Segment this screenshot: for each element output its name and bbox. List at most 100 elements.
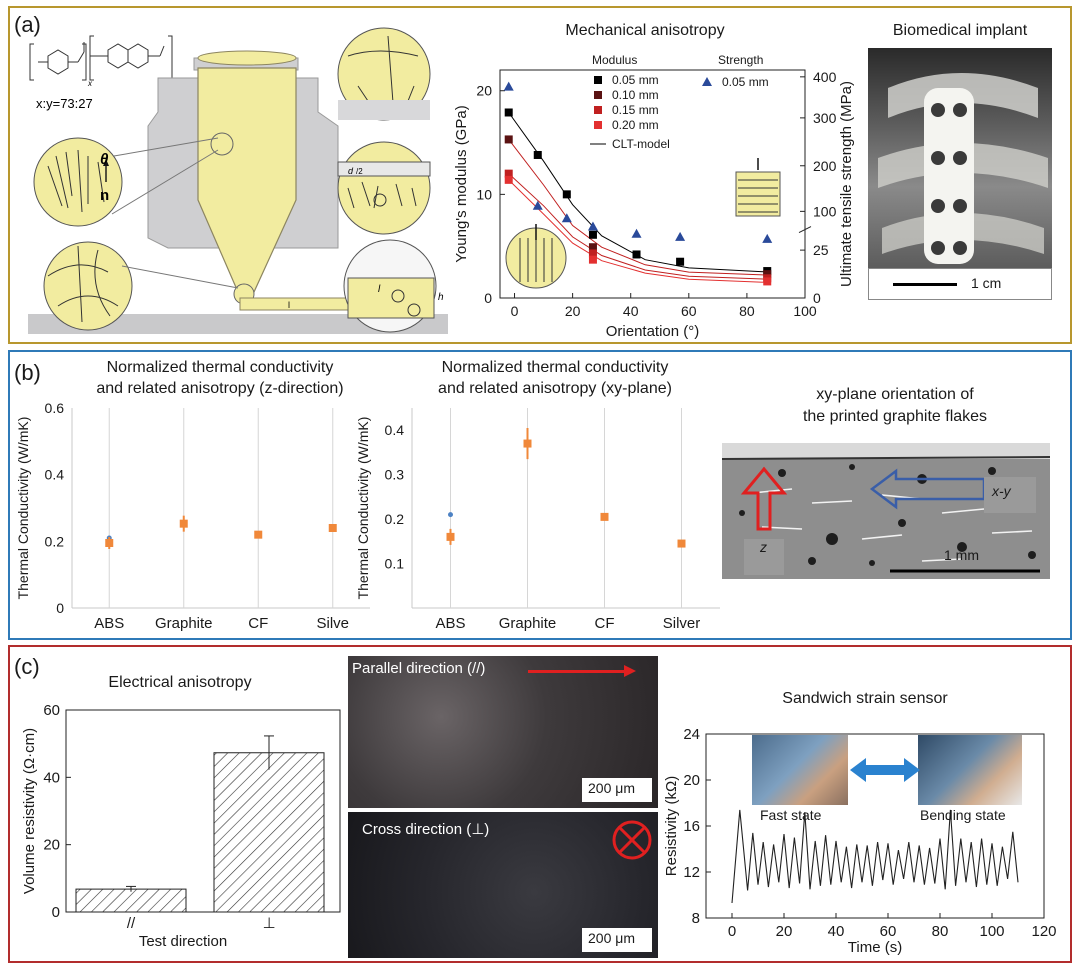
implant-scale-bar: 1 cm [971,275,1002,291]
mech-modulus-point [588,243,597,252]
implant-photo [868,48,1052,300]
formula-sub-x: x [87,79,93,88]
mech-modulus-point [632,250,641,259]
mech-x-tick-label: 60 [681,303,697,319]
thermal-xy-title-line2: and related anisotropy (xy-plane) [438,380,672,397]
thermal-z-y-axis-label: Thermal Conductivity (W/mK) [15,417,31,600]
svg-text:l: l [288,300,290,310]
fast-state-label: Fast state [760,807,822,823]
panel-c-label: (c) [14,654,40,679]
sensor-x-tick-label: 40 [828,923,845,940]
thermal-z-point [328,524,337,532]
thermal-xy-y-tick-label: 0.4 [385,422,405,438]
elec-bar [75,888,187,913]
thermal-z-point [105,539,114,547]
panel-b-label: (b) [14,360,41,385]
z-arrow-label: z [760,539,767,555]
mech-y2-tick-label: 25 [813,242,829,258]
cross-direction-label: Cross direction (⊥) [362,821,490,838]
sensor-x-tick-label: 0 [728,923,736,940]
thermal-z-y-tick-label: 0 [56,600,64,616]
mech-modulus-point [504,135,513,144]
mech-x-tick-label: 40 [623,303,639,319]
mech-inset-horizontal [735,171,781,217]
thermal-z-category-label: ABS [94,615,124,632]
mech-modulus-point [504,108,513,117]
graphite-image-title-line1: xy-plane orientation of [816,386,974,403]
thermal-xy-point [523,439,532,448]
nozzle-barrel [197,67,297,293]
mech-x-tick-label: 100 [793,303,817,319]
thermal-xy-category-label: ABS [435,615,465,632]
thermal-z-chart: 0 0.2 0.4 0.6 ABS Graphite CF Silve Thermal Cond… [15,400,370,632]
thermal-xy-secondary-point [448,512,453,518]
thermal-xy-category-label: Graphite [499,615,557,632]
scale-bar-line [893,283,957,286]
thermal-xy-point [446,532,455,541]
thermal-z-y-tick-label: 0.4 [45,467,65,483]
mech-model-curve [508,112,771,273]
thermal-z-category-label: Silve [316,615,349,632]
parallel-arrow-head [624,665,636,677]
chemical-structure [29,35,173,81]
parallel-direction-photo: Parallel direction (//) 200 μm [348,656,658,808]
sensor-y-tick-label: 20 [683,772,700,789]
thermal-xy-chart: 0.1 0.2 0.3 0.4 ABS Graphite CF Silver Thermal C… [355,408,720,632]
mech-legend-label: 0.10 mm [612,88,659,102]
cross-direction-photo: Cross direction (⊥) 200 μm [348,812,658,958]
mech-legend-strength-marker [702,77,712,86]
extruded-filament [239,297,361,311]
implant-title: Biomedical implant [892,22,1028,39]
mech-modulus-point [504,175,513,184]
parallel-scale-box: 200 μm [582,778,652,802]
mech-model-curve [508,173,771,280]
mech-strength-point [532,200,543,210]
sensor-y-tick-label: 16 [683,818,700,835]
mech-y-tick-label: 0 [484,290,492,306]
inset-label-half: /2 [356,167,363,176]
thermal-xy-title: Normalized thermal conductivity and rela… [405,357,705,399]
sensor-chart-title: Sandwich strain sensor [782,690,948,707]
elec-y-tick-label: 20 [43,837,60,854]
zoom-circle-5 [343,239,437,333]
thermal-xy-y-axis-label: Thermal Conductivity (W/mK) [355,417,371,600]
mech-modulus-point [763,270,772,279]
thermal-z-category-label: CF [248,615,268,632]
sensor-x-tick-label: 100 [979,923,1004,940]
mech-legend-marker [594,121,602,129]
inset-label-h: h [438,292,444,303]
zoom-circle-4 [337,141,431,235]
elec-x-axis-label: Test direction [139,933,227,950]
mech-legend-model-label: CLT-model [612,137,670,151]
mech-y2-tick-label: 200 [813,158,837,174]
strain-sensor-chart: 0 20 40 60 80 100 120 8 12 16 20 24 Time (s) Resistiv… [663,726,1057,956]
thermal-z-title-line1: Normalized thermal conductivity [106,359,334,376]
fast-state-photo [752,735,848,805]
mech-strength-point [561,213,572,223]
mech-modulus-point [676,257,685,266]
mech-x-tick-label: 0 [511,303,519,319]
zoom-circle-1 [33,137,123,227]
mech-axis-break [798,226,812,234]
mech-modulus-point [504,169,513,178]
elec-plot-frame [65,709,341,913]
mechanical-anisotropy-chart: 0 20 40 60 80 10001020025100200300400Orientat… [453,53,855,340]
thermal-z-point [254,530,263,539]
electrical-anisotropy-chart: 0 20 40 60 Volume resistivity (Ω·cm) Test dir… [21,702,341,950]
xy-direction-arrow [869,468,986,510]
mech-model-curve [508,139,771,276]
formula-ratio: x:y=73:27 [36,96,93,111]
zoom-circle-3 [337,27,431,121]
thermal-z-y-tick-label: 0.6 [45,400,65,416]
mech-chart-title: Mechanical anisotropy [565,22,725,39]
mech-modulus-point [588,255,597,264]
sensor-y-tick-label: 24 [683,726,700,743]
mech-strength-point [503,81,514,91]
n-label: n [100,187,109,204]
inset-label-l: l [378,284,381,295]
mech-y-tick-label: 20 [476,83,492,99]
mech-x-tick-label: 20 [565,303,581,319]
sensor-y-tick-label: 8 [692,910,700,927]
elec-bar [213,752,325,913]
parallel-arrow [528,670,628,673]
